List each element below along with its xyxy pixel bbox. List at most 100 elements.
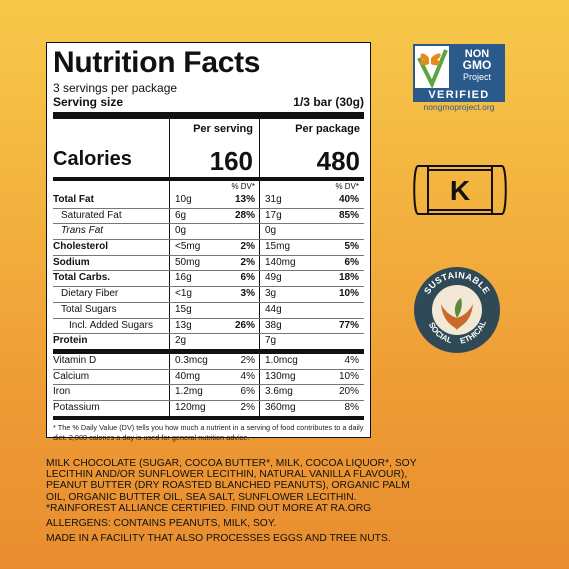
nutrient-table: % DV* % DV* Total Fat 10g 13% 31g 40% Saturat… [53, 181, 364, 416]
dv-footnote: * The % Daily Value (DV) tells you how m… [53, 422, 364, 442]
nutrient-row: Total Fat 10g 13% 31g 40% [53, 193, 364, 208]
nutrient-row: Total Carbs. 16g 6% 49g 18% [53, 270, 364, 286]
sustainable-social-ethical-badge: SUSTAINABLE SOCIAL ETHICAL [414, 267, 500, 353]
nutrient-label: Calcium [53, 370, 90, 382]
facility-statement: MADE IN A FACILITY THAT ALSO PROCESSES E… [46, 533, 391, 545]
nongmo-gmo: GMO [463, 58, 492, 72]
ingredients-block: MILK CHOCOLATE (SUGAR, COCOA BUTTER*, MI… [46, 458, 426, 544]
package-dv: 20% [338, 386, 359, 398]
package-amount: 15mg [265, 241, 291, 253]
serving-amount: 0.3mcg [175, 354, 208, 366]
serving-amount: 1.2mg [175, 386, 203, 398]
nutrient-row: Sodium 50mg 2% 140mg 6% [53, 254, 364, 271]
serving-size-label: Serving size [53, 95, 124, 109]
calories-label: Calories [53, 148, 132, 170]
serving-amount: 16g [175, 272, 192, 284]
package-amount: 38g [265, 319, 282, 331]
nutrient-label: Potassium [53, 401, 100, 413]
ingredients-text: MILK CHOCOLATE (SUGAR, COCOA BUTTER*, MI… [46, 458, 417, 503]
package-dv: 18% [338, 272, 359, 284]
serving-dv: 2% [240, 401, 255, 413]
serving-dv: 13% [234, 194, 255, 205]
dv-header-package: % DV* [335, 182, 359, 191]
servings-per-package: 3 servings per package [53, 81, 178, 95]
serving-dv: 28% [234, 209, 255, 221]
package-dv: 6% [344, 256, 359, 268]
kosher-letter: K [450, 175, 470, 206]
serving-amount: 15g [175, 303, 192, 315]
vitamin-row: Potassium 120mg 2% 360mg 8% [53, 399, 364, 416]
nutrient-label: Saturated Fat [61, 209, 122, 221]
package-amount: 44g [265, 303, 282, 315]
package-dv: 10% [338, 288, 359, 300]
package-amount: 3.6mg [265, 386, 293, 398]
package-amount: 140mg [265, 256, 296, 268]
allergens-statement: ALLERGENS: CONTAINS PEANUTS, MILK, SOY. [46, 518, 277, 530]
nutrient-label: Vitamin D [53, 354, 97, 366]
serving-amount: 10g [175, 194, 192, 205]
nongmo-url: nongmoproject.org [424, 102, 495, 112]
serving-dv: 6% [240, 272, 255, 284]
serving-amount: 40mg [175, 370, 201, 382]
nutrient-row: Cholesterol <5mg 2% 15mg 5% [53, 239, 364, 255]
nongmo-verified: VERIFIED [428, 89, 489, 101]
serving-dv: 2% [240, 256, 255, 268]
vitamin-row: Vitamin D 0.3mcg 2% 1.0mcg 4% [53, 354, 364, 369]
serving-amount: 0g [175, 225, 187, 237]
nutrient-label: Total Fat [53, 194, 94, 205]
nutrient-row: Protein 2g 7g [53, 333, 364, 349]
package-dv: 10% [338, 370, 359, 382]
nongmo-non: NON [465, 48, 490, 60]
dv-header-row: % DV* % DV* [53, 181, 364, 193]
package-amount: 31g [265, 194, 282, 205]
nongmo-project: Project [463, 72, 492, 82]
serving-amount: <1g [175, 288, 192, 300]
nutrient-label: Incl. Added Sugars [69, 319, 153, 331]
vitamin-row: Iron 1.2mg 6% 3.6mg 20% [53, 384, 364, 400]
serving-dv: 3% [240, 288, 255, 300]
serving-dv: 6% [240, 386, 255, 398]
serving-dv: 2% [240, 354, 255, 366]
calories-per-serving: 160 [209, 146, 253, 176]
nutrient-label: Protein [53, 335, 88, 347]
nutrient-row: Dietary Fiber <1g 3% 3g 10% [53, 286, 364, 302]
serving-amount: 6g [175, 209, 187, 221]
nutrient-label: Total Carbs. [53, 272, 111, 284]
package-amount: 17g [265, 209, 282, 221]
nutrient-row: Total Sugars 15g 44g [53, 301, 364, 318]
serving-amount: 13g [175, 319, 192, 331]
package-amount: 130mg [265, 370, 296, 382]
nutrient-label: Cholesterol [53, 241, 109, 253]
package-dv: 77% [338, 319, 359, 331]
nutrient-label: Trans Fat [61, 225, 104, 237]
serving-dv: 2% [240, 241, 255, 253]
nutrient-row: Incl. Added Sugars 13g 26% 38g 77% [53, 317, 364, 334]
dv-header-serving: % DV* [231, 182, 255, 191]
nutrient-row: Saturated Fat 6g 28% 17g 85% [53, 207, 364, 224]
nutrient-label: Dietary Fiber [61, 288, 119, 300]
package-dv: 40% [338, 194, 359, 205]
package-amount: 49g [265, 272, 282, 284]
package-amount: 3g [265, 288, 277, 300]
nutrient-label: Iron [53, 386, 71, 398]
per-package-label: Per package [295, 123, 360, 135]
serving-dv: 4% [240, 370, 255, 382]
calories-block: Calories Per serving 160 Per package 480 [53, 119, 364, 177]
serving-amount: 2g [175, 335, 187, 347]
nutrient-row: Trans Fat 0g 0g [53, 223, 364, 239]
package-dv: 5% [344, 241, 359, 253]
per-serving-label: Per serving [193, 123, 253, 135]
serving-amount: 50mg [175, 256, 201, 268]
package-dv: 85% [338, 209, 359, 221]
non-gmo-verified-badge: NON GMO Project VERIFIED nongmoproject.o… [413, 44, 505, 112]
package-amount: 0g [265, 225, 277, 237]
calories-per-package: 480 [316, 146, 360, 176]
package-amount: 1.0mcg [265, 354, 298, 366]
nutrient-label: Total Sugars [61, 303, 117, 315]
serving-size-value: 1/3 bar (30g) [293, 95, 364, 109]
nutrition-facts-panel: Nutrition Facts 3 servings per package S… [46, 42, 371, 442]
serving-amount: <5mg [175, 241, 201, 253]
serving-size-row: Serving size 1/3 bar (30g) [53, 95, 364, 110]
serving-amount: 120mg [175, 401, 206, 413]
package-amount: 7g [265, 335, 277, 347]
